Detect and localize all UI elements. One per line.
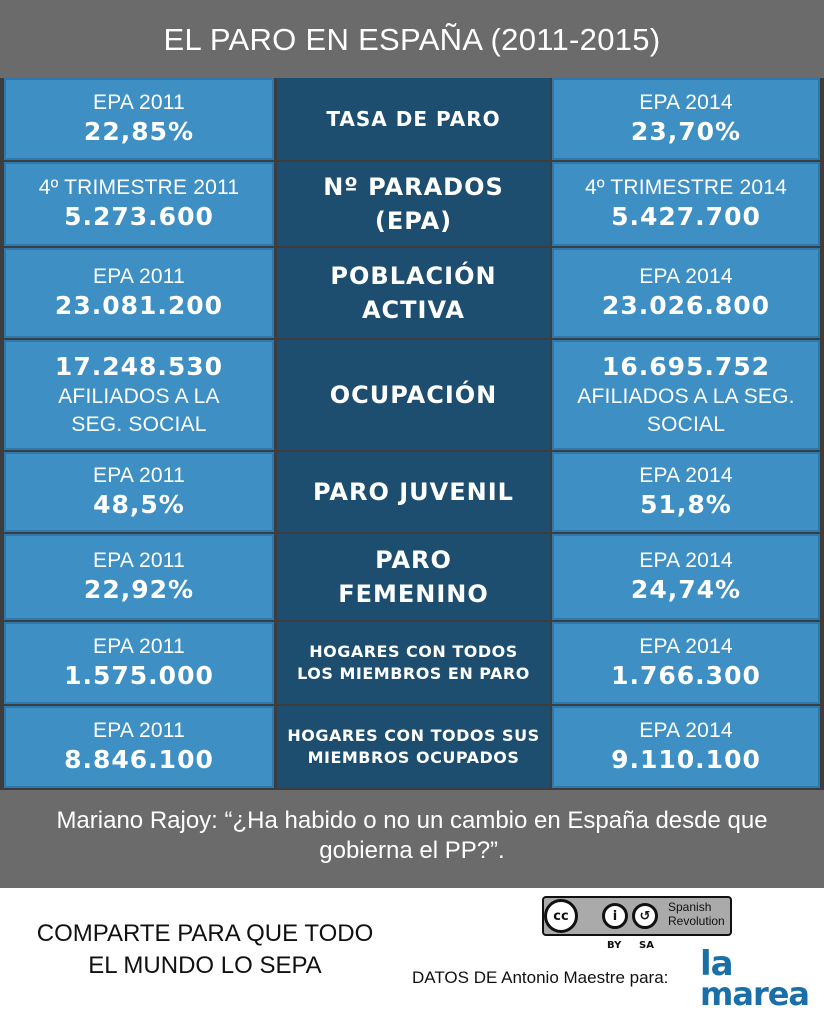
category-cell: Nº PARADOS (EPA) xyxy=(277,162,550,246)
license-author: Spanish Revolution xyxy=(668,900,725,928)
share-message: COMPARTE PARA QUE TODO EL MUNDO LO SEPA xyxy=(10,918,400,982)
license-author-line-1: Spanish xyxy=(668,900,712,914)
left-label: 4º TRIMESTRE 2011 xyxy=(38,176,240,199)
category-label: PARO JUVENIL xyxy=(313,478,514,506)
category-cell: PARO FEMENINO xyxy=(277,534,550,620)
category-label: TASA DE PARO xyxy=(326,107,501,131)
left-cell: EPA 2011 23.081.200 xyxy=(4,248,274,338)
table-row: EPA 2011 22,92% PARO FEMENINO EPA 2014 2… xyxy=(0,534,824,620)
table-row: EPA 2011 22,85% TASA DE PARO EPA 2014 23… xyxy=(0,78,824,160)
category-label: Nº PARADOS (EPA) xyxy=(323,173,504,235)
right-sublabel-1: AFILIADOS A LA SEG. xyxy=(577,385,795,408)
right-value: 23.026.800 xyxy=(601,291,771,320)
left-cell: EPA 2011 22,92% xyxy=(4,534,274,620)
by-label: BY xyxy=(607,940,622,951)
category-cell: OCUPACIÓN xyxy=(277,340,550,450)
share-line-2: EL MUNDO LO SEPA xyxy=(88,952,322,979)
category-cell: TASA DE PARO xyxy=(277,78,550,160)
footer: COMPARTE PARA QUE TODO EL MUNDO LO SEPA … xyxy=(0,888,824,1024)
logo-line-2: marea xyxy=(700,975,810,1013)
left-label: EPA 2011 xyxy=(93,464,185,487)
la-marea-logo: la marea xyxy=(700,946,810,1014)
right-cell: EPA 2014 1.766.300 xyxy=(552,622,820,704)
quote: Mariano Rajoy: “¿Ha habido o no un cambi… xyxy=(0,792,824,888)
left-value: 22,85% xyxy=(83,117,195,146)
left-value: 8.846.100 xyxy=(64,745,214,774)
logo-line-1: la xyxy=(700,944,734,984)
category-cell: HOGARES CON TODOS SUS MIEMBROS OCUPADOS xyxy=(277,706,550,788)
right-value: 5.427.700 xyxy=(611,202,761,231)
category-label: HOGARES CON TODOS LOS MIEMBROS EN PARO xyxy=(297,642,530,683)
title-text: EL PARO EN ESPAÑA (2011-2015) xyxy=(163,22,661,57)
right-value: 51,8% xyxy=(640,490,732,519)
left-cell: 4º TRIMESTRE 2011 5.273.600 xyxy=(4,162,274,246)
right-cell: EPA 2014 51,8% xyxy=(552,452,820,532)
right-label: EPA 2014 xyxy=(639,265,733,288)
table-row: EPA 2011 23.081.200 POBLACIÓN ACTIVA EPA… xyxy=(0,248,824,338)
right-cell: EPA 2014 23,70% xyxy=(552,78,820,160)
right-sublabel-2: SOCIAL xyxy=(646,413,726,436)
left-cell: 17.248.530 AFILIADOS A LA SEG. SOCIAL xyxy=(4,340,274,450)
share-alike-icon: ↺ xyxy=(632,903,658,929)
right-value: 16.695.752 xyxy=(601,352,771,381)
left-cell: EPA 2011 48,5% xyxy=(4,452,274,532)
table-row: EPA 2011 8.846.100 HOGARES CON TODOS SUS… xyxy=(0,706,824,788)
right-value: 24,74% xyxy=(630,575,742,604)
left-label: EPA 2011 xyxy=(93,265,185,288)
table-row: EPA 2011 1.575.000 HOGARES CON TODOS LOS… xyxy=(0,622,824,704)
category-cell: PARO JUVENIL xyxy=(277,452,550,532)
left-cell: EPA 2011 1.575.000 xyxy=(4,622,274,704)
category-label: OCUPACIÓN xyxy=(329,381,498,409)
left-value: 5.273.600 xyxy=(64,202,214,231)
left-value: 48,5% xyxy=(93,490,185,519)
category-cell: HOGARES CON TODOS LOS MIEMBROS EN PARO xyxy=(277,622,550,704)
right-cell: EPA 2014 24,74% xyxy=(552,534,820,620)
left-sublabel-2: SEG. SOCIAL xyxy=(71,413,207,436)
left-value: 1.575.000 xyxy=(64,661,214,690)
category-label: PARO FEMENINO xyxy=(338,546,489,608)
table-row: EPA 2011 48,5% PARO JUVENIL EPA 2014 51,… xyxy=(0,452,824,532)
right-value: 9.110.100 xyxy=(611,745,761,774)
left-label: EPA 2011 xyxy=(93,549,185,572)
source-credit: DATOS DE Antonio Maestre para: xyxy=(412,968,669,987)
right-label: EPA 2014 xyxy=(639,91,733,114)
sa-label: SA xyxy=(639,940,654,951)
table-row: 17.248.530 AFILIADOS A LA SEG. SOCIAL OC… xyxy=(0,340,824,450)
cc-icon: cc xyxy=(544,899,578,933)
left-value: 17.248.530 xyxy=(54,352,224,381)
left-label: EPA 2011 xyxy=(93,91,185,114)
category-cell: POBLACIÓN ACTIVA xyxy=(277,248,550,338)
right-label: 4º TRIMESTRE 2014 xyxy=(584,176,788,199)
right-cell: 4º TRIMESTRE 2014 5.427.700 xyxy=(552,162,820,246)
attribution-icon: i xyxy=(602,903,628,929)
license-badge: cc i ↺ BY SA Spanish Revolution xyxy=(542,896,742,954)
right-label: EPA 2014 xyxy=(639,549,733,572)
left-cell: EPA 2011 22,85% xyxy=(4,78,274,160)
left-value: 23.081.200 xyxy=(54,291,224,320)
category-label: POBLACIÓN ACTIVA xyxy=(330,262,497,324)
right-label: EPA 2014 xyxy=(639,719,733,742)
left-cell: EPA 2011 8.846.100 xyxy=(4,706,274,788)
right-label: EPA 2014 xyxy=(639,464,733,487)
page-title: EL PARO EN ESPAÑA (2011-2015) xyxy=(0,0,824,80)
license-author-line-2: Revolution xyxy=(668,914,725,928)
category-label: HOGARES CON TODOS SUS MIEMBROS OCUPADOS xyxy=(287,726,540,767)
right-cell: 16.695.752 AFILIADOS A LA SEG. SOCIAL xyxy=(552,340,820,450)
left-label: EPA 2011 xyxy=(93,719,185,742)
left-label: EPA 2011 xyxy=(93,635,185,658)
share-line-1: COMPARTE PARA QUE TODO xyxy=(36,920,374,947)
right-label: EPA 2014 xyxy=(639,635,733,658)
left-sublabel-1: AFILIADOS A LA xyxy=(58,385,220,408)
right-cell: EPA 2014 23.026.800 xyxy=(552,248,820,338)
table-row: 4º TRIMESTRE 2011 5.273.600 Nº PARADOS (… xyxy=(0,162,824,246)
right-cell: EPA 2014 9.110.100 xyxy=(552,706,820,788)
right-value: 23,70% xyxy=(630,117,742,146)
comparison-table: EPA 2011 22,85% TASA DE PARO EPA 2014 23… xyxy=(0,78,824,790)
right-value: 1.766.300 xyxy=(611,661,761,690)
quote-text: Mariano Rajoy: “¿Ha habido o no un cambi… xyxy=(56,807,768,864)
left-value: 22,92% xyxy=(83,575,195,604)
